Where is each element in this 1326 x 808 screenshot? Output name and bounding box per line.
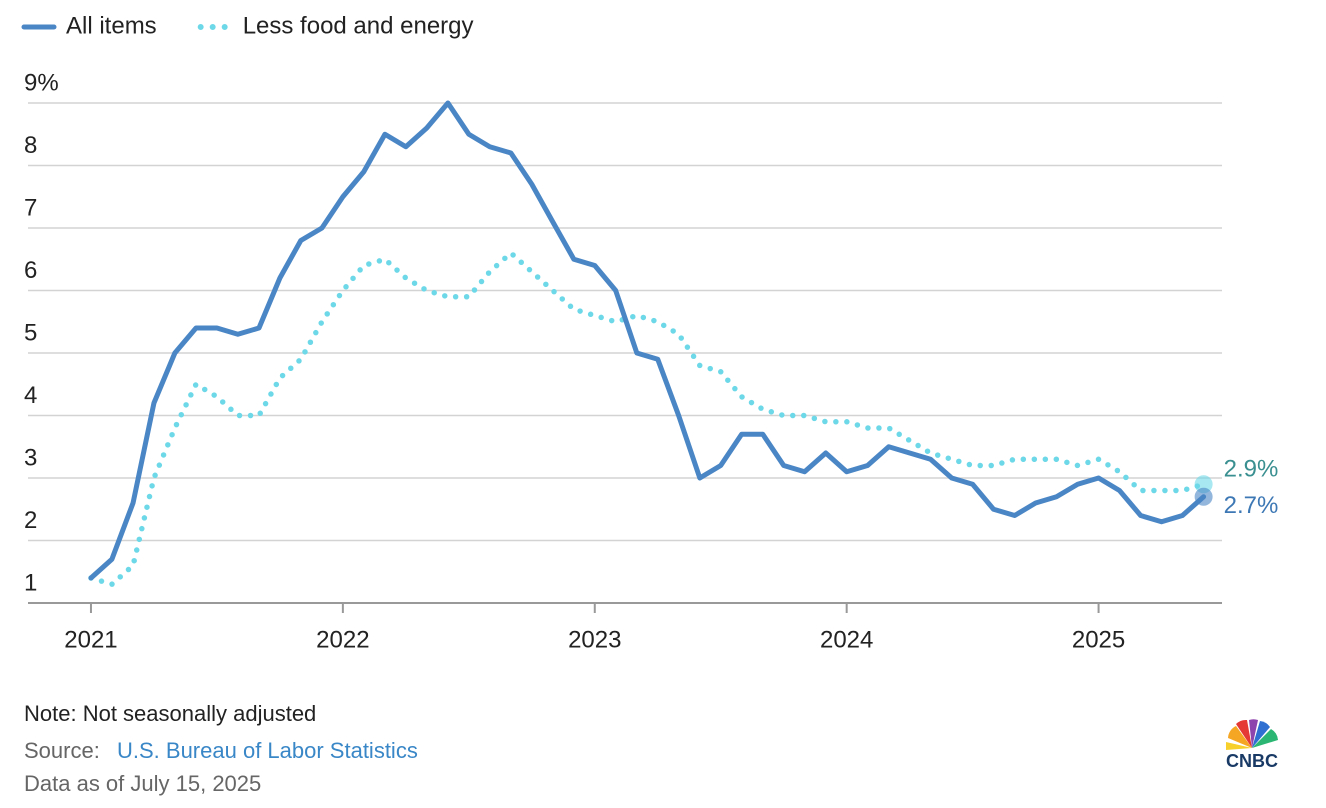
y-tick-label: 7 — [24, 194, 37, 221]
note: Note: Not seasonally adjusted — [24, 701, 316, 726]
y-tick-label: 5 — [24, 319, 37, 346]
logo: CNBC — [1226, 719, 1278, 771]
legend-label: All items — [66, 12, 157, 39]
end-marker — [1194, 475, 1213, 494]
end-label: 2.7% — [1224, 492, 1279, 519]
series-line — [88, 250, 1207, 587]
series-line — [88, 100, 1207, 581]
x-tick-label: 2025 — [1072, 626, 1125, 653]
x-tick-label: 2021 — [64, 626, 117, 653]
source-label: Source: — [24, 738, 100, 763]
y-tick-label: 6 — [24, 257, 37, 284]
x-tick-label: 2024 — [820, 626, 873, 653]
date-note: Data as of July 15, 2025 — [24, 771, 261, 796]
source-link[interactable]: U.S. Bureau of Labor Statistics — [117, 738, 418, 763]
y-tick-label: 9% — [24, 69, 59, 96]
y-tick-label: 4 — [24, 382, 37, 409]
y-tick-label: 3 — [24, 444, 37, 471]
y-tick-label: 8 — [24, 132, 37, 159]
y-tick-label: 2 — [24, 507, 37, 534]
end-marker — [1194, 487, 1213, 506]
end-label: 2.9% — [1224, 456, 1279, 483]
logo-text: CNBC — [1226, 751, 1278, 771]
legend-label: Less food and energy — [243, 12, 474, 39]
x-tick-label: 2023 — [568, 626, 621, 653]
y-tick-label: 1 — [24, 569, 37, 596]
x-tick-label: 2022 — [316, 626, 369, 653]
